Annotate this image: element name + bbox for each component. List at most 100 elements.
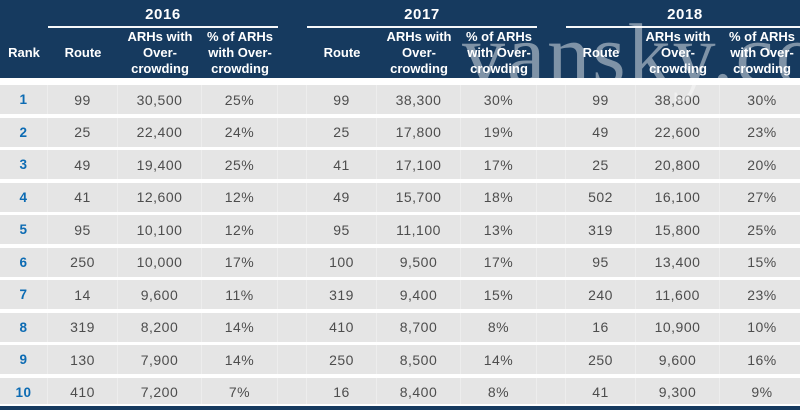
pct-cell-2018: 20% xyxy=(747,156,777,173)
pct-cell-2018: 30% xyxy=(747,91,777,108)
year-header-row: 2016 2017 2018 xyxy=(0,0,800,28)
group-gap xyxy=(278,0,307,28)
pct-cell-2017: 17% xyxy=(461,247,537,277)
pct-cell-2018: 15% xyxy=(747,254,777,270)
column-gap xyxy=(537,117,566,147)
arh-cell-2017: 8,500 xyxy=(377,345,461,374)
column-gap xyxy=(537,247,566,277)
table-row-rank-9: 9 130 7,900 14% 250 8,500 14% 250 9,600 16% xyxy=(0,345,800,374)
column-gap xyxy=(278,345,307,374)
route-cell-2018: 41 xyxy=(566,377,636,407)
route-cell-2016: 25 xyxy=(48,117,118,147)
arh-cell-2017: 9,500 xyxy=(377,247,461,277)
column-gap xyxy=(278,377,307,407)
column-gap xyxy=(278,117,307,147)
pct-cell-2017: 13% xyxy=(461,215,537,244)
table-row-rank-2: 2 25 22,400 24% 25 17,800 19% 49 22,600 23% xyxy=(0,117,800,147)
column-gap xyxy=(537,150,566,179)
route-cell-2016: 319 xyxy=(48,312,118,342)
arh-cell-2016: 19,400 xyxy=(118,150,202,179)
pct-cell-2017: 8% xyxy=(461,312,537,342)
column-gap xyxy=(537,377,566,407)
route-cell-2018: 99 xyxy=(566,85,636,114)
route-column-header-2018: Route xyxy=(582,45,620,61)
route-cell-2016: 41 xyxy=(48,182,118,212)
arh-cell-2018: 10,900 xyxy=(636,312,720,342)
arh-cell-2017: 11,100 xyxy=(377,215,461,244)
route-cell-2018: 95 xyxy=(566,247,636,277)
route-cell-2016: 410 xyxy=(48,377,118,407)
route-column-header-2016: Route xyxy=(64,45,102,61)
arh-cell-2017: 9,400 xyxy=(377,280,461,309)
route-cell-2018: 502 xyxy=(566,182,636,212)
arh-cell-2016: 22,400 xyxy=(118,117,202,147)
route-column-header-2017: Route xyxy=(323,45,361,61)
pct-cell-2017: 17% xyxy=(461,150,537,179)
route-cell-2017: 16 xyxy=(307,377,377,407)
column-gap xyxy=(278,280,307,309)
pct-cell-2018: 10% xyxy=(747,319,777,335)
arh-cell-2016: 30,500 xyxy=(118,85,202,114)
route-cell-2018: 49 xyxy=(566,117,636,147)
column-gap xyxy=(278,312,307,342)
route-cell-2016: 99 xyxy=(48,85,118,114)
group-gap xyxy=(537,28,566,78)
rank-cell: 7 xyxy=(0,280,48,309)
route-cell-2017: 49 xyxy=(307,182,377,212)
arh-column-header-2016: ARHs with Over- crowding xyxy=(127,29,193,76)
arh-cell-2016: 9,600 xyxy=(118,280,202,309)
column-header-row: Rank Route ARHs with Over- crowding % of… xyxy=(0,28,800,78)
rank-cell: 10 xyxy=(0,377,48,407)
pct-cell-2017: 19% xyxy=(461,117,537,147)
pct-cell-2018: 16% xyxy=(747,351,777,368)
pct-column-header-2016: % of ARHs with Over- crowding xyxy=(207,29,273,76)
arh-cell-2017: 8,400 xyxy=(377,377,461,407)
route-cell-2016: 14 xyxy=(48,280,118,309)
route-cell-2017: 99 xyxy=(307,85,377,114)
pct-cell-2016: 14% xyxy=(202,345,278,374)
year-header-2018: 2018 xyxy=(566,0,800,28)
table-row-rank-6: 6 250 10,000 17% 100 9,500 17% 95 13,400 15% xyxy=(0,247,800,277)
arh-cell-2018: 22,600 xyxy=(636,117,720,147)
column-gap xyxy=(278,247,307,277)
route-cell-2017: 319 xyxy=(307,280,377,309)
route-cell-2016: 95 xyxy=(48,215,118,244)
route-cell-2018: 16 xyxy=(566,312,636,342)
route-cell-2016: 250 xyxy=(48,247,118,277)
route-cell-2018: 319 xyxy=(566,215,636,244)
table-row-rank-1: 1 99 30,500 25% 99 38,300 30% 99 38,800 30% xyxy=(0,85,800,114)
column-gap xyxy=(278,150,307,179)
rank-cell: 6 xyxy=(0,247,48,277)
column-gap xyxy=(537,85,566,114)
bottom-bar xyxy=(0,404,800,410)
arh-cell-2018: 9,600 xyxy=(636,345,720,374)
pct-cell-2017: 30% xyxy=(461,85,537,114)
group-gap xyxy=(537,0,566,28)
pct-cell-2016: 25% xyxy=(202,150,278,179)
rank-cell: 3 xyxy=(0,150,48,179)
rank-header-spacer xyxy=(0,0,48,28)
arh-cell-2016: 12,600 xyxy=(118,182,202,212)
pct-cell-2016: 12% xyxy=(202,215,278,244)
table-row-rank-3: 3 49 19,400 25% 41 17,100 17% 25 20,800 20% xyxy=(0,150,800,179)
table-body: 1 99 30,500 25% 99 38,300 30% 99 38,800 30% 2 25 22,… xyxy=(0,85,800,407)
arh-cell-2017: 15,700 xyxy=(377,182,461,212)
column-gap xyxy=(537,312,566,342)
rank-cell: 2 xyxy=(0,117,48,147)
route-cell-2016: 130 xyxy=(48,345,118,374)
route-cell-2017: 250 xyxy=(307,345,377,374)
pct-cell-2017: 15% xyxy=(461,280,537,309)
pct-column-header-2018: % of ARHs with Over- crowding xyxy=(729,29,795,76)
pct-cell-2017: 8% xyxy=(461,377,537,407)
year-header-2017: 2017 xyxy=(307,0,537,28)
pct-cell-2017: 18% xyxy=(461,182,537,212)
arh-cell-2018: 16,100 xyxy=(636,182,720,212)
pct-cell-2016: 14% xyxy=(202,312,278,342)
rank-cell: 8 xyxy=(0,312,48,342)
route-cell-2017: 95 xyxy=(307,215,377,244)
arh-cell-2016: 7,200 xyxy=(118,377,202,407)
column-gap xyxy=(537,182,566,212)
table-row-rank-7: 7 14 9,600 11% 319 9,400 15% 240 11,600 23% xyxy=(0,280,800,309)
pct-column-header-2017: % of ARHs with Over- crowding xyxy=(466,29,532,76)
arh-cell-2018: 20,800 xyxy=(636,150,720,179)
